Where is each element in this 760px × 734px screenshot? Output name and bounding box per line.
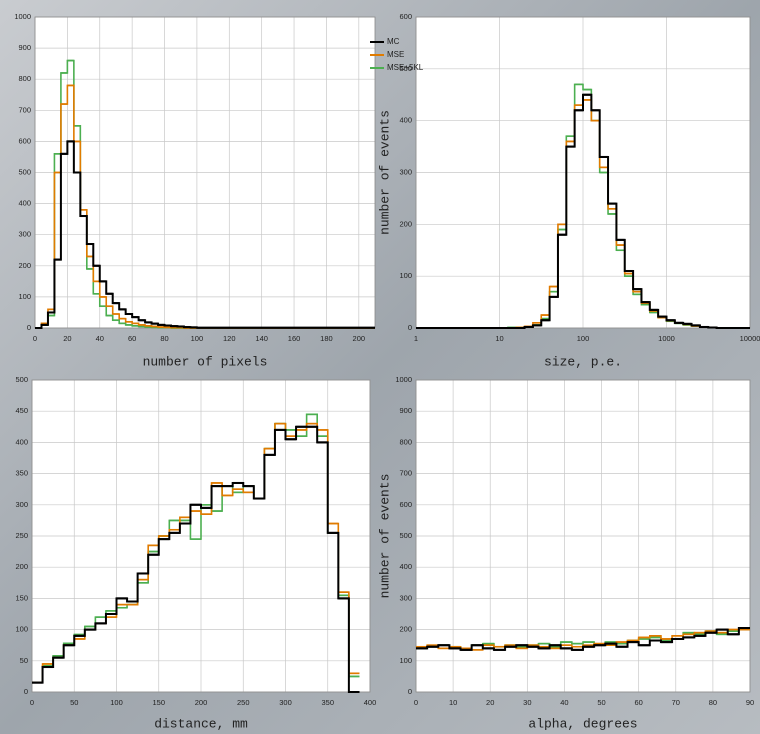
plot-frame [415, 379, 751, 693]
y-tick-label: 600 [399, 12, 412, 21]
x-tick-label: 50 [70, 698, 78, 707]
y-tick-label: 400 [399, 562, 412, 571]
y-tick-label: 400 [399, 116, 412, 125]
x-tick-label: 0 [33, 334, 37, 343]
y-tick-label: 0 [24, 687, 28, 696]
y-tick-label: 100 [15, 625, 28, 634]
x-tick-label: 40 [96, 334, 104, 343]
x-tick-label: 400 [364, 698, 377, 707]
x-tick-label: 100 [110, 698, 123, 707]
y-axis-label: number of events [377, 474, 392, 599]
x-tick-label: 80 [160, 334, 168, 343]
y-tick-label: 1000 [395, 375, 412, 384]
x-tick-label: 10 [495, 334, 503, 343]
x-tick-label: 0 [414, 698, 418, 707]
plot-frame [31, 379, 371, 693]
x-axis-label: distance, mm [154, 716, 248, 731]
y-tick-label: 50 [20, 656, 28, 665]
y-tick-label: 1000 [14, 12, 31, 21]
x-axis-label: size, p.e. [544, 354, 622, 369]
y-tick-label: 0 [408, 687, 412, 696]
y-tick-label: 900 [399, 406, 412, 415]
x-tick-label: 120 [223, 334, 236, 343]
y-tick-label: 400 [15, 437, 28, 446]
x-tick-label: 60 [634, 698, 642, 707]
y-tick-label: 800 [399, 437, 412, 446]
y-tick-label: 500 [15, 375, 28, 384]
x-tick-label: 1 [414, 334, 418, 343]
x-tick-label: 200 [195, 698, 208, 707]
x-tick-label: 10 [449, 698, 457, 707]
y-tick-label: 200 [18, 261, 31, 270]
y-tick-label: 500 [399, 64, 412, 73]
plot-frame [415, 16, 751, 329]
x-axis-label: number of pixels [143, 354, 268, 369]
x-tick-label: 20 [486, 698, 494, 707]
y-tick-label: 450 [15, 406, 28, 415]
y-tick-label: 600 [18, 136, 31, 145]
x-tick-label: 180 [320, 334, 333, 343]
x-tick-label: 100 [191, 334, 204, 343]
x-tick-label: 1000 [658, 334, 675, 343]
x-tick-label: 20 [63, 334, 71, 343]
legend-label: MC [387, 37, 400, 46]
y-axis-label: number of events [377, 110, 392, 235]
x-tick-label: 0 [30, 698, 34, 707]
y-tick-label: 200 [15, 562, 28, 571]
y-tick-label: 300 [18, 230, 31, 239]
x-axis-label: alpha, degrees [528, 716, 637, 731]
x-tick-label: 150 [152, 698, 165, 707]
y-tick-label: 900 [18, 43, 31, 52]
y-tick-label: 0 [408, 323, 412, 332]
y-tick-label: 150 [15, 593, 28, 602]
x-tick-label: 30 [523, 698, 531, 707]
y-tick-label: 300 [399, 167, 412, 176]
legend-label: MSE [387, 50, 404, 59]
x-tick-label: 160 [288, 334, 301, 343]
y-tick-label: 500 [18, 167, 31, 176]
y-tick-label: 200 [399, 625, 412, 634]
legend-label: MSE+5KL [387, 63, 424, 72]
x-tick-label: 300 [279, 698, 292, 707]
x-tick-label: 70 [672, 698, 680, 707]
x-tick-label: 60 [128, 334, 136, 343]
x-tick-label: 50 [597, 698, 605, 707]
x-tick-label: 200 [353, 334, 366, 343]
y-tick-label: 400 [18, 199, 31, 208]
x-tick-label: 250 [237, 698, 250, 707]
y-tick-label: 0 [27, 323, 31, 332]
x-tick-label: 350 [321, 698, 334, 707]
y-tick-label: 700 [18, 105, 31, 114]
y-tick-label: 800 [18, 74, 31, 83]
y-tick-label: 500 [399, 531, 412, 540]
x-tick-label: 140 [255, 334, 268, 343]
y-tick-label: 600 [399, 500, 412, 509]
y-tick-label: 250 [15, 531, 28, 540]
x-tick-label: 90 [746, 698, 754, 707]
y-tick-label: 100 [399, 271, 412, 280]
y-tick-label: 300 [399, 593, 412, 602]
x-tick-label: 80 [709, 698, 717, 707]
x-tick-label: 10000 [740, 334, 760, 343]
x-tick-label: 100 [577, 334, 590, 343]
y-tick-label: 350 [15, 469, 28, 478]
y-tick-label: 100 [399, 656, 412, 665]
y-tick-label: 200 [399, 219, 412, 228]
y-tick-label: 700 [399, 469, 412, 478]
x-tick-label: 40 [560, 698, 568, 707]
y-tick-label: 300 [15, 500, 28, 509]
y-tick-label: 100 [18, 292, 31, 301]
